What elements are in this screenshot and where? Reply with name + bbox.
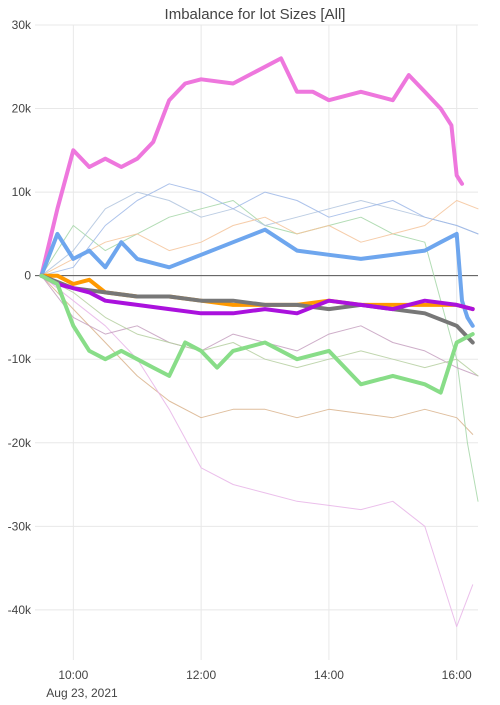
series-line-8 [40,200,479,502]
x-tick-label: 12:00 [186,668,216,682]
y-tick-label: 20k [12,102,32,116]
series-line-3 [39,273,475,345]
series-line-0 [39,56,464,278]
y-tick-label: 10k [12,185,32,199]
series-line-4 [39,273,475,316]
series-line-1 [39,227,475,328]
x-tick-label: 14:00 [314,668,344,682]
series-line-11 [40,200,479,277]
series-line-12 [40,275,479,377]
y-tick-label: -40k [8,603,32,617]
y-tick-label: 0 [24,269,31,283]
series-line-7 [40,275,474,628]
x-tick-label: 16:00 [442,668,472,682]
x-tick-label: 10:00 [58,668,88,682]
y-axis-ticks: 30k 20k 10k 0 -10k -20k -30k -40k [8,18,32,617]
y-tick-label: 30k [12,18,32,32]
series-line-9 [40,191,479,277]
series-group [39,56,479,628]
y-tick-label: -30k [8,519,32,533]
chart-title: Imbalance for lot Sizes [All] [165,6,346,23]
x-axis-ticks: 10:00 12:00 14:00 16:00 [58,668,472,682]
series-line-13 [40,183,479,277]
y-tick-label: -20k [8,436,32,450]
x-axis-date-label: Aug 23, 2021 [46,686,118,700]
series-line-5 [39,273,475,395]
grid [35,24,478,660]
y-tick-label: -10k [8,352,32,366]
